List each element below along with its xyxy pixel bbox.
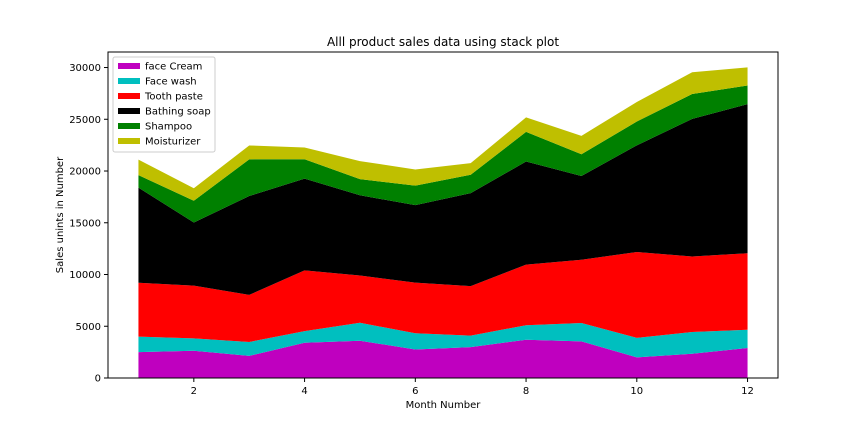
legend-swatch-moisturizer — [118, 138, 140, 144]
legend-label-tooth-paste: Tooth paste — [144, 92, 203, 103]
plot-frame — [107, 51, 779, 379]
legend-swatch-shampoo — [118, 123, 140, 129]
legend-label-bathing-soap: Bathing soap — [145, 107, 211, 118]
area-moisturizer — [138, 67, 748, 201]
x-axis-label: Month Number — [406, 400, 482, 411]
area-bathing-soap — [138, 104, 748, 295]
legend-label-moisturizer: Moisturizer — [145, 137, 201, 148]
legend-swatch-face-cream — [118, 63, 140, 69]
legend-swatch-tooth-paste — [118, 93, 140, 99]
legend-label-face-cream: face Cream — [145, 62, 202, 73]
areas-layer — [138, 67, 748, 378]
area-face-wash — [138, 322, 748, 358]
x-tick-label: 8 — [523, 386, 529, 397]
area-tooth-paste — [138, 251, 748, 342]
legend-swatch-bathing-soap — [118, 108, 140, 114]
legend-label-face-wash: Face wash — [145, 77, 197, 88]
y-tick-label: 10000 — [69, 270, 101, 281]
y-tick-label: 0 — [95, 374, 101, 385]
y-axis-label: Sales unints in Number — [55, 156, 66, 273]
y-tick-label: 5000 — [76, 322, 101, 333]
x-tick-label: 4 — [301, 386, 307, 397]
axes-layer: 2 4 6 8 10 12 0 5000 10000 15000 20000 25000 30000 — [69, 63, 754, 397]
x-tick-label: 10 — [630, 386, 643, 397]
y-tick-label: 30000 — [69, 63, 101, 74]
y-tick-label: 25000 — [69, 115, 101, 126]
area-face-cream — [138, 339, 748, 378]
legend-label-shampoo: Shampoo — [145, 122, 192, 133]
legend-swatch-face-wash — [118, 78, 140, 84]
y-tick-label: 20000 — [69, 167, 101, 178]
chart-title: Alll product sales data using stack plot — [327, 35, 559, 49]
x-tick-label: 2 — [191, 386, 197, 397]
y-tick-label: 15000 — [69, 218, 101, 229]
area-shampoo — [138, 85, 748, 223]
x-tick-label: 12 — [741, 386, 754, 397]
x-tick-label: 6 — [412, 386, 418, 397]
legend: face Cream Face wash Tooth paste Bathing so… — [112, 56, 216, 153]
